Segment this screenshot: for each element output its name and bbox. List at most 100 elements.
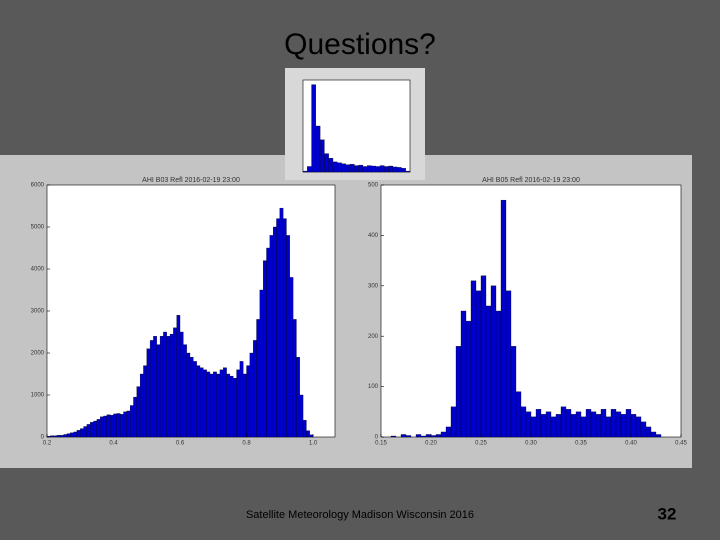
bar <box>349 164 355 173</box>
x-tick-label: 0.45 <box>675 441 687 447</box>
bar <box>610 409 617 438</box>
bar <box>149 340 154 438</box>
bar <box>595 414 602 438</box>
bar <box>397 167 402 173</box>
bar <box>470 280 477 438</box>
x-tick-label: 0.6 <box>176 441 185 447</box>
bar <box>315 125 321 173</box>
bar <box>375 166 381 173</box>
bar <box>379 165 385 173</box>
bar <box>605 416 612 438</box>
bar <box>415 434 422 438</box>
bar <box>530 416 537 438</box>
bar <box>70 432 74 438</box>
bar <box>233 378 237 438</box>
y-tick-label: 5000 <box>31 225 45 231</box>
bar <box>465 320 472 438</box>
bar <box>550 416 557 438</box>
bar <box>475 290 482 438</box>
bar <box>259 289 264 438</box>
bar <box>229 375 234 438</box>
bar <box>289 277 294 438</box>
bar <box>126 410 131 438</box>
chart-title: AHI B05 Refl 2016-02-19 23:00 <box>482 177 580 184</box>
bar <box>585 409 592 438</box>
bar <box>246 365 251 438</box>
y-tick-label: 100 <box>368 384 379 390</box>
bar <box>495 310 502 438</box>
bar <box>565 409 572 438</box>
bar <box>319 139 325 173</box>
bar <box>236 369 241 438</box>
bar <box>129 405 134 438</box>
bar <box>575 411 582 438</box>
y-tick-label: 0 <box>375 435 379 441</box>
bar <box>110 415 114 438</box>
bar <box>139 373 144 438</box>
x-tick-label: 0.15 <box>375 441 387 447</box>
y-tick-label: 0 <box>41 435 45 441</box>
bar <box>425 434 432 438</box>
page-number: 32 <box>658 504 677 523</box>
x-tick-label: 0.35 <box>575 441 587 447</box>
bar <box>143 365 147 438</box>
y-tick-label: 4000 <box>31 267 45 273</box>
bar <box>302 420 307 438</box>
bar <box>106 414 111 438</box>
bar <box>176 315 181 438</box>
bar <box>272 226 277 438</box>
bar <box>560 406 567 438</box>
bar <box>337 162 342 173</box>
bar <box>159 336 164 438</box>
bar <box>263 260 267 438</box>
x-tick-label: 0.25 <box>475 441 487 447</box>
bar <box>401 168 406 173</box>
bar <box>156 344 161 438</box>
bar <box>620 414 627 438</box>
bar <box>243 373 247 438</box>
y-tick-label: 200 <box>368 334 379 340</box>
bar <box>615 411 622 438</box>
bar <box>545 411 552 438</box>
bar <box>136 386 141 438</box>
bar <box>515 391 522 438</box>
x-tick-label: 0.4 <box>109 441 118 447</box>
bar <box>388 165 394 173</box>
x-tick-label: 0.8 <box>242 441 251 447</box>
bar <box>500 199 507 438</box>
bar <box>296 357 300 438</box>
bar <box>60 435 64 438</box>
bar <box>186 352 191 438</box>
bar <box>445 426 452 438</box>
bar <box>100 416 104 438</box>
bar <box>269 235 274 438</box>
bar <box>405 170 411 173</box>
bar <box>189 357 194 438</box>
bar <box>219 369 224 438</box>
bar <box>505 290 512 438</box>
bar <box>66 433 71 438</box>
chart-title: AHI B03 Refl 2016-02-19 23:00 <box>142 177 240 184</box>
x-tick-label: 0.20 <box>425 441 437 447</box>
bar <box>292 319 297 438</box>
bar <box>430 435 437 438</box>
bar <box>96 419 101 438</box>
bar <box>153 336 157 438</box>
bar <box>266 247 270 438</box>
bar <box>50 435 54 438</box>
bar <box>311 84 316 173</box>
y-tick-label: 3000 <box>31 309 45 315</box>
y-tick-label: 300 <box>368 283 379 289</box>
bar <box>392 166 398 173</box>
bar <box>286 235 290 438</box>
y-tick-label: 6000 <box>31 183 45 189</box>
bar <box>354 165 359 173</box>
bar <box>309 434 314 438</box>
bar <box>367 165 372 173</box>
bar <box>282 218 287 438</box>
bar <box>80 428 84 438</box>
bar <box>485 305 492 438</box>
bar <box>405 435 412 438</box>
